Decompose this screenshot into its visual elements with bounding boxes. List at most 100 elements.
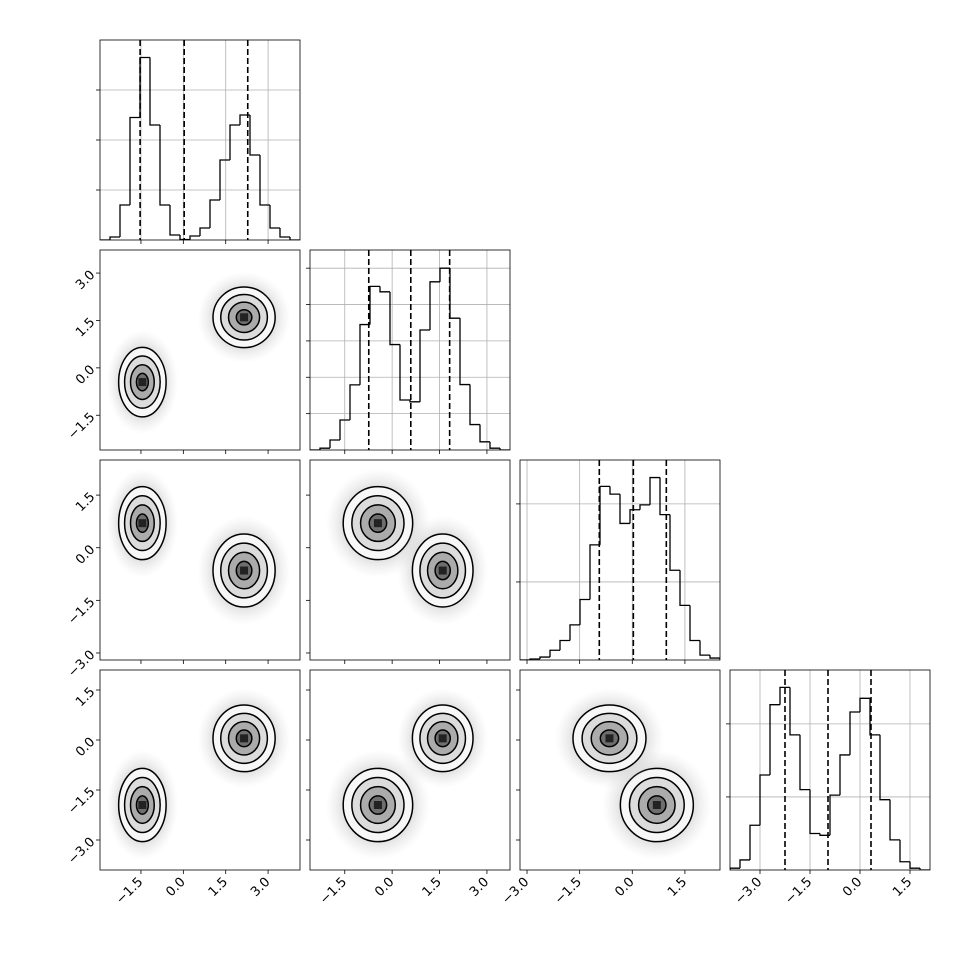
histogram-bin xyxy=(879,734,890,801)
x-tick-label: 3.0 xyxy=(467,875,492,900)
histogram-bin xyxy=(319,447,330,450)
y-tick-label: −3.0 xyxy=(65,835,98,868)
histogram-bin xyxy=(459,318,470,386)
histogram-bin xyxy=(189,235,200,240)
x-tick-label: −1.5 xyxy=(552,875,585,908)
histogram-bin xyxy=(119,204,130,237)
density-peak xyxy=(240,734,249,743)
y-tick-label: 1.5 xyxy=(73,685,98,710)
y-tick-label: 3.0 xyxy=(73,268,98,293)
histogram-bin xyxy=(469,384,480,426)
density-peak xyxy=(240,566,249,575)
histogram-bin xyxy=(489,441,500,449)
panel-frame xyxy=(729,669,931,871)
histogram-bin xyxy=(589,544,600,600)
x-tick-label: −3.0 xyxy=(732,875,765,908)
y-tick-label: 0.0 xyxy=(73,735,98,760)
y-tick-label: −3.0 xyxy=(65,648,98,681)
density-peak xyxy=(438,734,447,743)
panel xyxy=(306,459,511,664)
histogram-bin xyxy=(379,286,390,293)
histogram-bin xyxy=(239,114,250,125)
x-tick-label: 0.0 xyxy=(372,875,397,900)
histogram-bin xyxy=(909,861,920,869)
histogram-bin xyxy=(549,649,560,658)
histogram-bin xyxy=(329,439,340,449)
x-tick-label: 1.5 xyxy=(665,875,690,900)
histogram-bin xyxy=(109,236,120,240)
histogram-bin xyxy=(669,514,680,571)
histogram-bin xyxy=(699,640,710,656)
histogram-bin xyxy=(779,686,790,705)
histogram-bin xyxy=(249,115,260,156)
x-tick-label: 1.5 xyxy=(420,875,445,900)
histogram-bin xyxy=(179,235,190,240)
density-peak xyxy=(373,801,382,809)
plot-area xyxy=(106,271,291,435)
histogram-bin xyxy=(559,639,570,651)
density-peak xyxy=(138,519,147,528)
histogram-bin xyxy=(689,605,700,642)
histogram-bin xyxy=(730,867,740,870)
panel-frame xyxy=(99,249,301,451)
histogram-bin xyxy=(859,697,870,713)
histogram-bin xyxy=(819,833,830,836)
plot-area xyxy=(730,670,930,870)
histogram-bin xyxy=(339,419,350,440)
panel-frame xyxy=(99,669,301,871)
histogram-bin xyxy=(349,384,360,420)
histogram-bin xyxy=(229,124,240,160)
density-peak xyxy=(138,378,147,387)
plot-area xyxy=(520,460,720,660)
density-peak xyxy=(240,313,249,322)
panel xyxy=(96,39,301,244)
panel: −3.0 −1.5 0.0 1.5 −1.5 0.0 1.5 3.0 xyxy=(65,669,301,908)
histogram-bin xyxy=(889,799,900,841)
y-tick-label: 0.0 xyxy=(73,542,98,567)
histogram-bin xyxy=(419,329,430,402)
panel xyxy=(306,249,511,454)
histogram-bin xyxy=(219,159,230,200)
histogram-bin xyxy=(849,711,860,755)
plot-area xyxy=(325,688,489,860)
histogram-bin xyxy=(359,323,370,385)
histogram-bin xyxy=(289,237,300,240)
x-tick-label: 1.5 xyxy=(890,875,915,900)
plot-area xyxy=(310,250,510,450)
density-peak xyxy=(373,519,382,528)
plot-area xyxy=(106,468,291,626)
panel: −1.5 0.0 1.5 3.0 xyxy=(306,669,511,908)
panel-frame xyxy=(309,459,511,661)
density-peak xyxy=(605,734,614,743)
plot-area xyxy=(325,468,489,626)
panel: −3.0 −1.5 0.0 1.5 xyxy=(65,459,301,681)
y-tick-label: 0.0 xyxy=(73,363,98,388)
x-tick-label: 0.0 xyxy=(612,875,637,900)
x-tick-label: −3.0 xyxy=(499,875,532,908)
histogram-bin xyxy=(759,774,770,826)
histogram-bin xyxy=(839,754,850,796)
histogram-bin xyxy=(899,839,910,863)
histogram-bin xyxy=(639,504,650,510)
histogram-bin xyxy=(869,698,880,736)
histogram-bin xyxy=(799,734,810,791)
x-tick-label: 0.0 xyxy=(163,875,188,900)
panel: −1.5 0.0 1.5 3.0 xyxy=(65,249,301,454)
histogram-bin xyxy=(629,509,640,524)
histogram-bin xyxy=(369,285,380,325)
histogram-bin xyxy=(809,789,820,835)
histogram-bin xyxy=(679,570,690,607)
panel-frame xyxy=(309,669,511,871)
panel-frame xyxy=(99,459,301,661)
histogram-bin xyxy=(769,704,780,776)
panel: −3.0 −1.5 0.0 1.5 xyxy=(499,669,721,908)
x-tick-label: 0.0 xyxy=(840,875,865,900)
panel-frame xyxy=(309,249,511,451)
panel xyxy=(516,459,721,664)
y-tick-label: −1.5 xyxy=(65,410,98,443)
plot-area xyxy=(106,688,291,860)
histogram-bin xyxy=(829,794,840,836)
density-peak xyxy=(652,801,661,809)
plot-area xyxy=(554,688,712,860)
